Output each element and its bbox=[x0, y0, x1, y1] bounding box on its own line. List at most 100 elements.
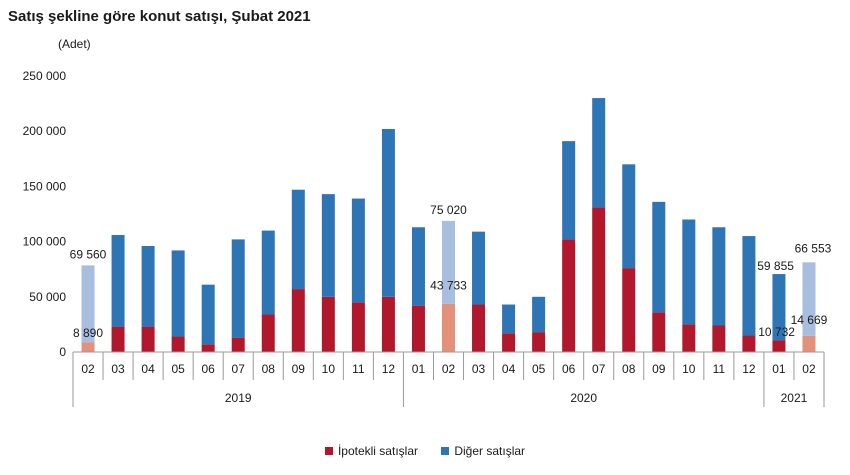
x-tick-label: 06 bbox=[562, 362, 576, 376]
data-label: 59 855 bbox=[757, 259, 794, 273]
bar-diger bbox=[742, 236, 756, 336]
x-tick-label: 05 bbox=[171, 362, 185, 376]
x-tick-label: 12 bbox=[382, 362, 396, 376]
x-tick-label: 10 bbox=[322, 362, 336, 376]
x-tick-label: 04 bbox=[141, 362, 155, 376]
x-tick-label: 02 bbox=[81, 362, 95, 376]
bar-diger bbox=[442, 220, 455, 304]
y-axis-unit: (Adet) bbox=[58, 37, 91, 51]
x-tick-label: 04 bbox=[502, 362, 516, 376]
x-tick-label: 02 bbox=[802, 362, 816, 376]
bar-diger bbox=[682, 219, 696, 325]
bar-diger bbox=[141, 246, 155, 327]
y-tick-label: 200 000 bbox=[23, 124, 67, 138]
legend-item-ipotekli: İpotekli satışlar bbox=[324, 444, 418, 458]
y-tick-label: 250 000 bbox=[23, 69, 67, 83]
x-tick-label: 05 bbox=[532, 362, 546, 376]
bar-ipotekli bbox=[321, 296, 335, 352]
legend-swatch-diger bbox=[441, 447, 450, 455]
x-tick-label: 12 bbox=[742, 362, 756, 376]
data-label: 8 890 bbox=[73, 326, 103, 340]
x-tick-label: 07 bbox=[592, 362, 606, 376]
bar-ipotekli bbox=[261, 314, 275, 352]
x-tick-label: 09 bbox=[292, 362, 306, 376]
stacked-bar-chart: 0 50 000 100 000 150 000 200 000 250 000 02 03 0… bbox=[23, 69, 832, 407]
x-tick-label: 09 bbox=[652, 362, 666, 376]
bar-diger bbox=[712, 227, 726, 326]
bar-ipotekli bbox=[802, 335, 816, 352]
y-tick-label: 0 bbox=[59, 345, 66, 359]
bar-ipotekli bbox=[622, 268, 636, 352]
x-tick-label: 03 bbox=[472, 362, 486, 376]
bar-ipotekli bbox=[652, 312, 666, 352]
bar-diger bbox=[321, 194, 335, 297]
bar-ipotekli bbox=[171, 336, 185, 352]
bar-ipotekli bbox=[201, 344, 215, 352]
data-label: 10 732 bbox=[758, 325, 795, 339]
chart-title: Satış şekline göre konut satışı, Şubat 2… bbox=[8, 8, 311, 25]
legend-label-ipotekli: İpotekli satışlar bbox=[337, 444, 418, 458]
legend-item-diger: Diğer satışlar bbox=[441, 444, 525, 458]
bar-ipotekli bbox=[81, 342, 95, 352]
data-label: 66 553 bbox=[795, 241, 832, 255]
bar-diger bbox=[562, 141, 576, 240]
bar-diger bbox=[381, 128, 395, 297]
bar-ipotekli bbox=[231, 337, 245, 352]
bar-ipotekli bbox=[772, 340, 786, 352]
data-label: 75 020 bbox=[430, 203, 467, 217]
data-label: 69 560 bbox=[70, 247, 107, 261]
year-label: 2019 bbox=[225, 391, 252, 405]
bar-diger bbox=[291, 189, 305, 290]
bar-diger bbox=[231, 239, 245, 338]
bar-diger bbox=[81, 265, 95, 343]
bar-ipotekli bbox=[742, 335, 756, 352]
x-tick-label: 08 bbox=[262, 362, 276, 376]
bar-diger bbox=[502, 304, 516, 334]
year-label: 2020 bbox=[570, 391, 597, 405]
bar-ipotekli bbox=[411, 305, 425, 352]
bar-ipotekli bbox=[291, 289, 305, 352]
bar-ipotekli bbox=[472, 304, 486, 352]
bar-ipotekli bbox=[111, 326, 125, 352]
bar-ipotekli bbox=[442, 303, 455, 352]
x-tick-label: 06 bbox=[202, 362, 216, 376]
y-tick-label: 100 000 bbox=[23, 235, 67, 249]
x-tick-label: 01 bbox=[412, 362, 426, 376]
bar-ipotekli bbox=[712, 325, 726, 352]
bar-diger bbox=[261, 230, 275, 315]
bar-diger bbox=[111, 234, 125, 327]
x-tick-label: 02 bbox=[442, 362, 456, 376]
legend-label-diger: Diğer satışlar bbox=[454, 444, 526, 458]
year-label: 2021 bbox=[781, 391, 808, 405]
bar-ipotekli bbox=[502, 333, 516, 352]
bar-ipotekli bbox=[141, 326, 155, 352]
bar-diger bbox=[652, 201, 666, 313]
bar-diger bbox=[201, 284, 215, 345]
bar-diger bbox=[472, 231, 486, 305]
legend: İpotekli satışlar Diğer satışlar bbox=[0, 444, 850, 458]
bar-diger bbox=[592, 98, 606, 208]
y-tick-label: 50 000 bbox=[29, 290, 66, 304]
x-tick-label: 08 bbox=[622, 362, 636, 376]
bar-diger bbox=[802, 262, 816, 336]
bar-ipotekli bbox=[682, 324, 696, 352]
y-tick-label: 150 000 bbox=[23, 179, 67, 193]
x-tick-label: 01 bbox=[772, 362, 786, 376]
bar-diger bbox=[622, 164, 636, 269]
bar-diger bbox=[411, 227, 425, 306]
bar-ipotekli bbox=[532, 332, 546, 352]
x-tick-label: 11 bbox=[352, 362, 365, 376]
bar-diger bbox=[171, 250, 185, 337]
x-tick-label: 11 bbox=[713, 362, 726, 376]
data-label: 43 733 bbox=[430, 279, 467, 293]
bar-diger bbox=[772, 274, 786, 341]
x-tick-label: 10 bbox=[682, 362, 696, 376]
legend-swatch-ipotekli bbox=[324, 447, 333, 455]
x-tick-label: 03 bbox=[111, 362, 125, 376]
bar-ipotekli bbox=[562, 239, 576, 352]
bar-ipotekli bbox=[351, 302, 365, 352]
data-label: 14 669 bbox=[791, 313, 828, 327]
bar-diger bbox=[351, 198, 365, 303]
bar-diger bbox=[532, 296, 546, 333]
x-tick-label: 07 bbox=[232, 362, 246, 376]
